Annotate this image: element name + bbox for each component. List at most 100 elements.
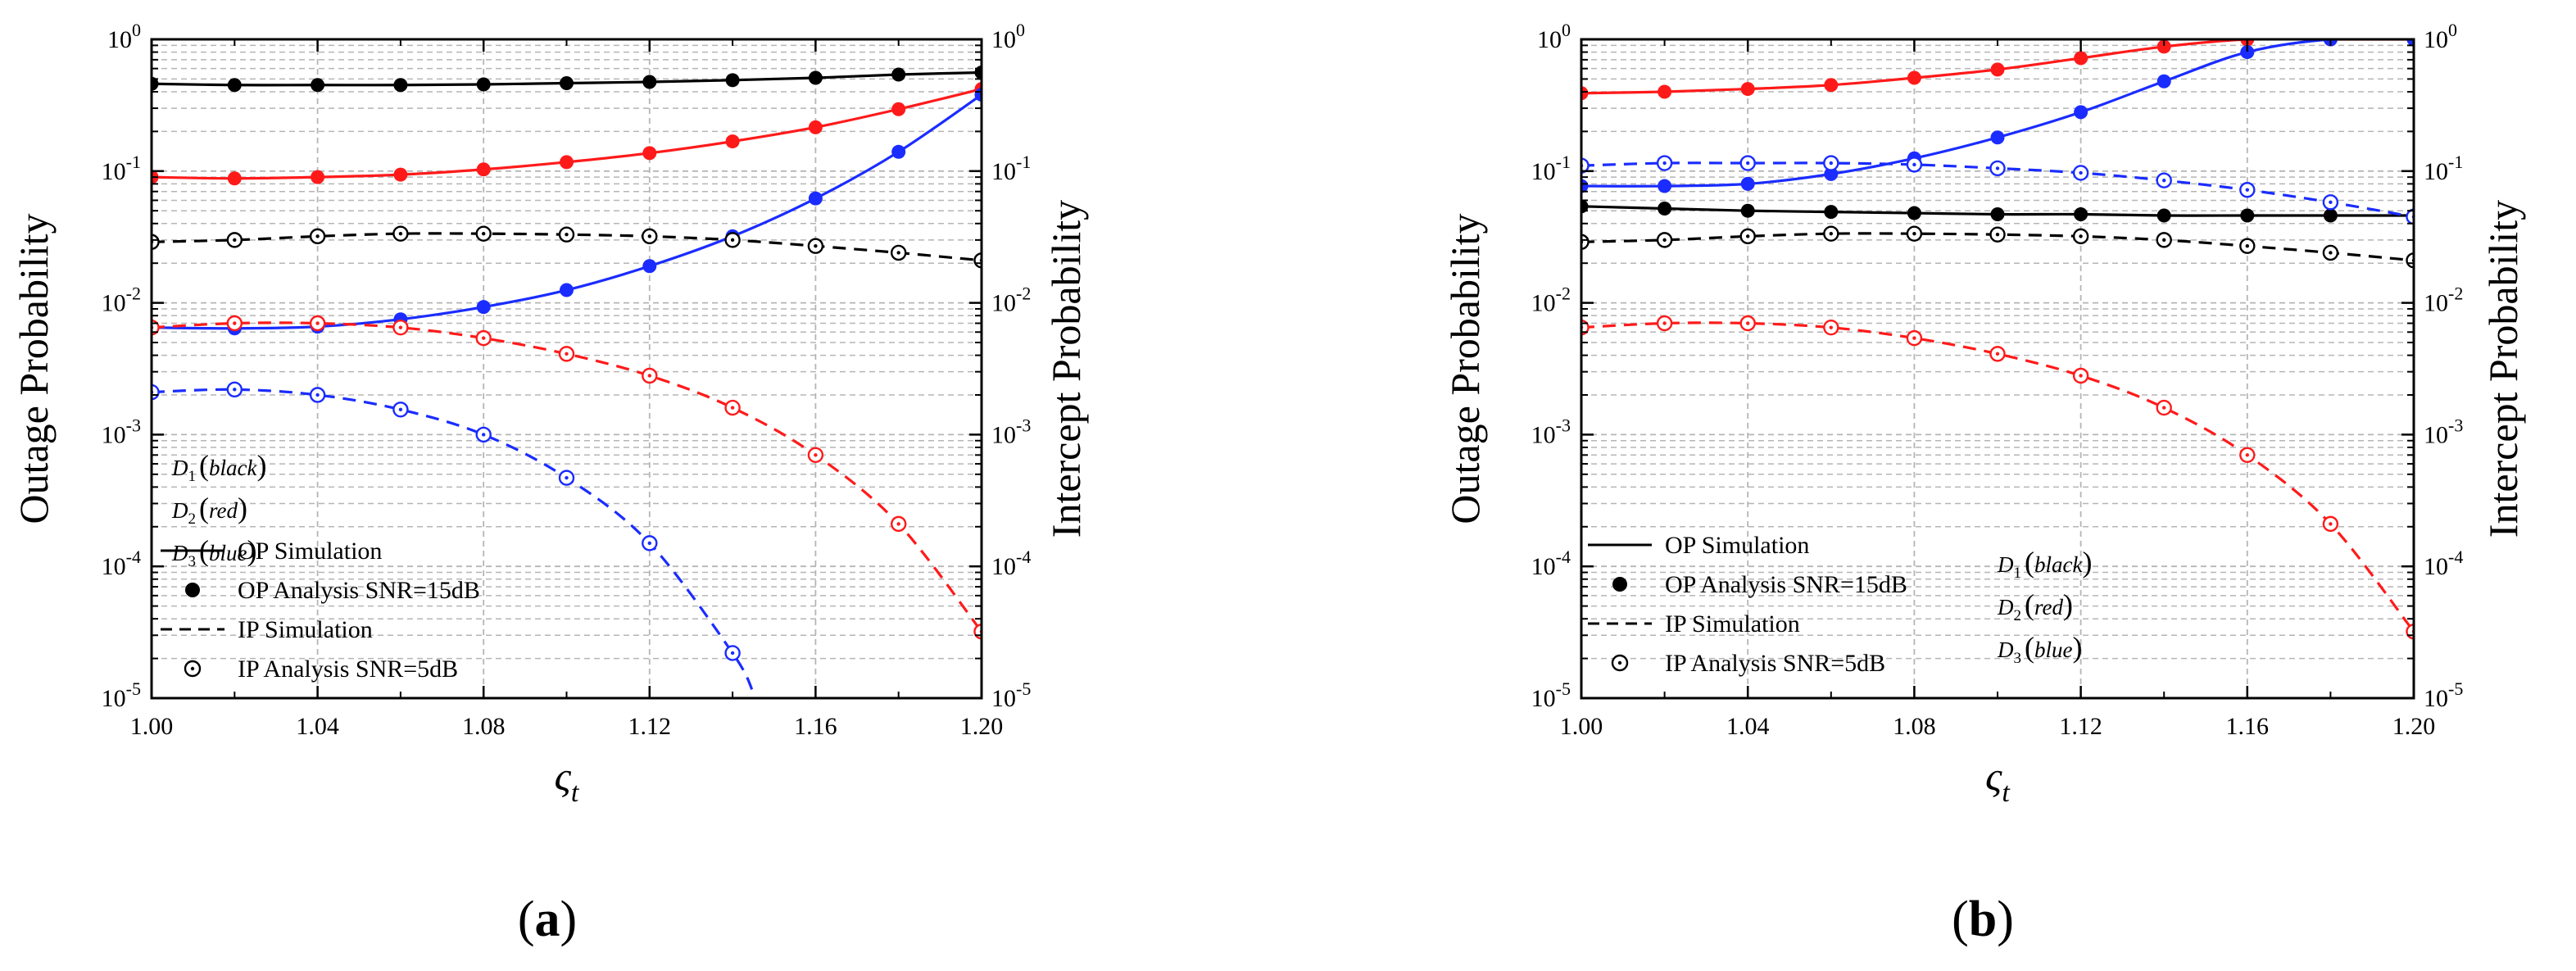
y-tick-exp: -3 xyxy=(126,415,141,435)
user-symbol: D xyxy=(1997,552,2014,577)
marker-ip-dot-black xyxy=(2162,238,2166,243)
y-tick-exp: -2 xyxy=(126,284,141,304)
y2-tick-base: 10 xyxy=(2424,685,2448,712)
marker-op-black xyxy=(808,70,823,85)
y-tick-label-right: 10-2 xyxy=(991,284,1031,317)
y-axis-title: Outage Probability xyxy=(11,213,57,524)
marker-op-blue xyxy=(1581,179,1589,193)
marker-op-black xyxy=(227,78,242,93)
y-tick-exp: 0 xyxy=(132,20,141,40)
marker-op-red xyxy=(1990,62,2005,77)
y2-tick-exp: -3 xyxy=(2448,415,2463,435)
marker-ip-dot-blue xyxy=(2245,188,2249,192)
user-open-paren: ( xyxy=(2025,588,2034,621)
marker-ip-dot-black xyxy=(1829,231,1833,236)
y-tick-label-left: 10-3 xyxy=(102,415,141,448)
grid xyxy=(1581,39,2414,698)
marker-ip-dot-blue xyxy=(565,475,569,480)
marker-op-red xyxy=(1824,78,1839,93)
marker-ip-dot-red xyxy=(1995,352,2000,356)
y-tick-label-right: 10-4 xyxy=(991,547,1031,580)
y2-axis-title: Intercept Probability xyxy=(1043,200,1089,538)
marker-op-red xyxy=(476,162,491,177)
marker-op-red xyxy=(227,171,242,186)
y2-tick-exp: -3 xyxy=(1016,415,1031,435)
y-tick-label-left: 10-2 xyxy=(102,284,141,317)
y-tick-label-left: 10-4 xyxy=(102,547,141,580)
marker-op-black xyxy=(891,67,906,82)
user-open-paren: ( xyxy=(2025,546,2034,579)
y2-tick-exp: 0 xyxy=(1016,20,1025,40)
y2-axis-title: Intercept Probability xyxy=(2480,200,2526,538)
chart-panel-a: 1.00 1.04 1.08 1.12 1.16 1.2010010-110-210-31… xyxy=(11,20,1089,947)
legend: OP Simulation OP Analysis SNR=15dB IP Simu… xyxy=(161,538,480,683)
marker-ip-dot-blue xyxy=(233,388,237,392)
y-tick-label-right: 10-1 xyxy=(2424,152,2463,185)
marker-op-red xyxy=(891,102,906,116)
y-tick-label-left: 10-2 xyxy=(1531,284,1571,317)
marker-op-black xyxy=(642,75,657,89)
y-tick-exp: -5 xyxy=(126,678,141,699)
user-key-entry: D2 (red) xyxy=(1997,588,2073,624)
y2-tick-exp: -5 xyxy=(1016,678,1031,699)
marker-ip-dot-blue xyxy=(2329,200,2333,205)
y-tick-base: 10 xyxy=(102,553,126,580)
x-tick-label: 1.20 xyxy=(2392,713,2436,740)
panel-label-letter: b xyxy=(1969,892,1997,947)
x-tick-label: 1.08 xyxy=(462,713,506,740)
user-color-name: red xyxy=(209,498,238,523)
y2-tick-exp: -5 xyxy=(2448,678,2463,699)
y-tick-exp: -5 xyxy=(1556,678,1571,699)
marker-op-blue xyxy=(560,283,574,297)
y-tick-base: 10 xyxy=(1531,290,1556,317)
marker-op-red xyxy=(560,155,574,170)
marker-op-blue xyxy=(2240,45,2255,60)
user-color-name: blue xyxy=(2034,638,2073,662)
marker-ip-dot-blue xyxy=(315,392,320,397)
user-color-name: blue xyxy=(209,541,247,565)
marker-ip-dot-red xyxy=(730,406,735,410)
y2-tick-base: 10 xyxy=(991,26,1016,53)
y-tick-base: 10 xyxy=(1531,421,1556,448)
legend: OP Simulation OP Analysis SNR=15dB IP Simu… xyxy=(1588,532,1907,677)
y-tick-label-right: 10-1 xyxy=(991,152,1031,185)
panel-label: (a) xyxy=(518,892,577,947)
marker-op-black xyxy=(2240,208,2255,223)
marker-ip-dot-red xyxy=(1912,336,1916,340)
marker-ip-dot-red xyxy=(233,321,237,325)
user-key-entry: D1 (black) xyxy=(1997,546,2092,582)
x-tick-label: 1.04 xyxy=(296,713,339,740)
user-key-entry: D3 (blue) xyxy=(1997,631,2083,667)
user-key-entry: D3 (blue) xyxy=(171,534,257,570)
y-tick-exp: -1 xyxy=(126,152,141,172)
marker-ip-dot-blue xyxy=(398,407,403,411)
y2-tick-base: 10 xyxy=(991,553,1016,580)
tick-marks xyxy=(1580,38,2415,700)
y2-tick-exp: -1 xyxy=(2448,152,2463,172)
y-tick-exp: -2 xyxy=(1556,284,1571,304)
marker-ip-dot-black xyxy=(2245,244,2249,248)
marker-ip-dot-red xyxy=(565,352,569,356)
panel-label-close: ) xyxy=(560,892,578,947)
marker-ip-dot-black xyxy=(896,251,900,255)
y2-tick-exp: -4 xyxy=(1016,547,1031,567)
marker-op-red xyxy=(642,146,657,161)
series-group xyxy=(152,65,982,694)
legend-swatch-ip-analysis-dot xyxy=(1617,660,1622,665)
y2-tick-base: 10 xyxy=(2424,158,2448,185)
marker-ip-black xyxy=(1581,234,1590,250)
marker-op-black xyxy=(1990,207,2005,222)
x-axis-subscript: t xyxy=(571,778,580,808)
user-subscript: 2 xyxy=(188,510,197,528)
user-key: D1 (black) D2 (red) D3 (blue) xyxy=(1997,546,2092,667)
marker-op-red xyxy=(1907,70,1921,85)
y-tick-label-right: 10-2 xyxy=(2424,284,2463,317)
y-tick-base: 10 xyxy=(1537,26,1562,53)
x-axis-title: ςt xyxy=(1985,753,2011,808)
y-tick-base: 10 xyxy=(1531,158,1556,185)
legend-label: OP Analysis SNR=15dB xyxy=(238,577,480,604)
y2-tick-base: 10 xyxy=(2424,553,2448,580)
legend-label: IP Analysis SNR=5dB xyxy=(238,656,458,683)
marker-op-black xyxy=(1658,201,1672,216)
